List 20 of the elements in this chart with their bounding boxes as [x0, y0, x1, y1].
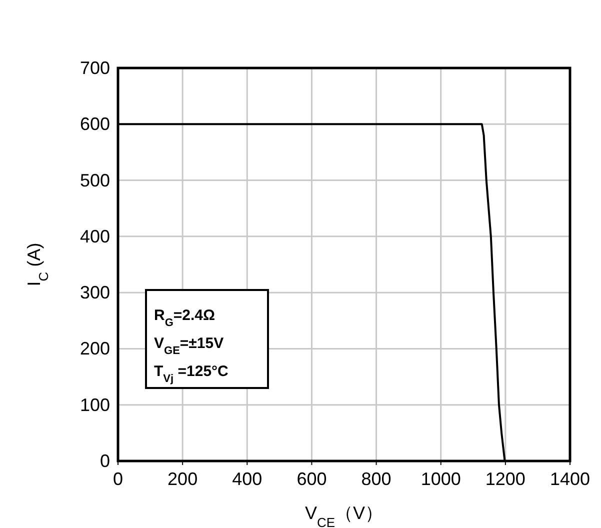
x-tick-label: 600 [296, 469, 327, 489]
y-tick-label: 500 [80, 170, 110, 190]
annotation: R$_{G}$=2.4Ω [154, 307, 216, 329]
y-tick-label: 0 [100, 451, 110, 471]
y-tick-label: 100 [80, 394, 110, 415]
y-tick-label: 600 [80, 114, 110, 134]
annotation: V$_{GE}$=±15V [154, 335, 224, 357]
x-tick-label: 1000 [420, 469, 461, 489]
x-tick-label: 800 [361, 469, 392, 489]
x-tick-label: 0 [112, 469, 124, 489]
x-tick-label: 1400 [550, 469, 590, 489]
annotation: T$_{Vj}$ =125°C [154, 363, 229, 385]
x-axis-title: V$_{CE}$（V） [304, 503, 384, 528]
y-tick-label: 200 [80, 338, 110, 359]
y-tick-label: 300 [80, 282, 110, 303]
x-tick-label: 1200 [485, 469, 526, 489]
y-tick-label: 400 [80, 226, 110, 246]
y-tick-label: 700 [80, 58, 110, 78]
x-tick-label: 200 [168, 469, 198, 489]
x-tick-label: 400 [232, 469, 262, 489]
